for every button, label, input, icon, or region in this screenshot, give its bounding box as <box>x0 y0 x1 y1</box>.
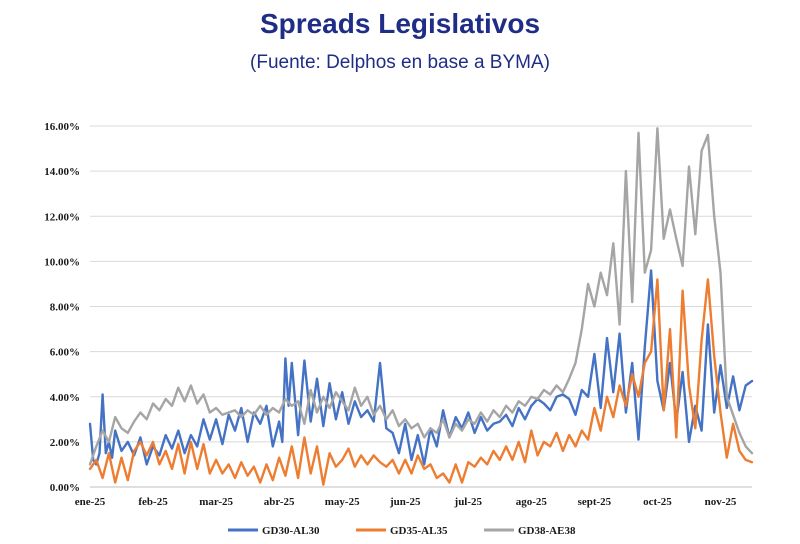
x-tick-label: feb-25 <box>138 496 168 508</box>
y-tick-label: 12.00% <box>44 211 80 223</box>
x-tick-label: jul-25 <box>454 496 483 508</box>
y-tick-label: 6.00% <box>50 347 80 359</box>
y-tick-label: 14.00% <box>44 166 80 178</box>
x-tick-label: nov-25 <box>705 496 737 508</box>
legend-item: GD38-AE38 <box>484 525 576 537</box>
series-line-gd35-al35 <box>88 278 754 486</box>
x-tick-label: ene-25 <box>75 496 106 508</box>
x-axis: ene-25 feb-25 mar-25 abr-25 may-25 jun-25 jul-… <box>75 496 737 508</box>
legend-label: GD38-AE38 <box>518 525 576 537</box>
legend-label: GD35-AL35 <box>390 525 448 537</box>
y-tick-label: 0.00% <box>50 482 80 494</box>
y-axis: 0.00% 2.00% 4.00% 6.00% 8.00% 10.00% 12.00% 14.… <box>44 121 80 494</box>
y-tick-label: 16.00% <box>44 121 80 133</box>
x-tick-label: jun-25 <box>389 496 421 508</box>
series-lines <box>88 127 754 486</box>
series-line-gd30-al30 <box>88 269 754 466</box>
y-tick-label: 10.00% <box>44 256 80 268</box>
x-tick-label: sept-25 <box>578 496 612 508</box>
x-tick-label: mar-25 <box>199 496 233 508</box>
y-tick-label: 2.00% <box>50 437 80 449</box>
chart-subtitle: (Fuente: Delphos en base a BYMA) <box>250 52 550 73</box>
x-tick-label: may-25 <box>325 496 360 508</box>
legend-label: GD30-AL30 <box>262 525 320 537</box>
y-tick-label: 8.00% <box>50 302 80 314</box>
chart-title: Spreads Legislativos <box>259 8 541 39</box>
x-tick-label: abr-25 <box>264 496 295 508</box>
series-line-gd38-ae38 <box>88 127 754 466</box>
legend-item: GD30-AL30 <box>228 525 320 537</box>
x-tick-label: oct-25 <box>643 496 672 508</box>
y-tick-label: 4.00% <box>50 392 80 404</box>
legend: GD30-AL30 GD35-AL35 GD38-AE38 <box>228 525 576 537</box>
x-tick-label: ago-25 <box>516 496 548 508</box>
gridlines <box>90 125 752 488</box>
legend-item: GD35-AL35 <box>356 525 448 537</box>
